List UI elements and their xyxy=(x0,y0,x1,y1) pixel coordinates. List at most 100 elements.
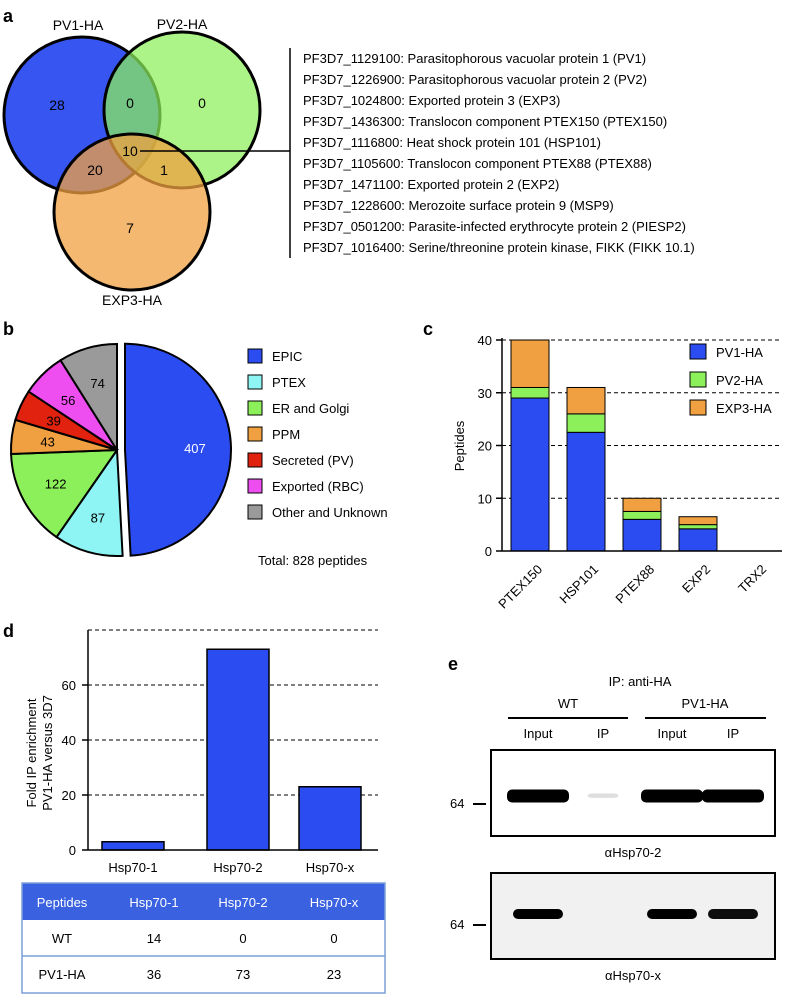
pie-total: Total: 828 peptides xyxy=(258,553,368,568)
peptide-table: Peptides Hsp70-1 Hsp70-2 Hsp70-x WT 14 0… xyxy=(21,882,386,994)
bar-segment-pv2-ha xyxy=(678,524,718,530)
mw-marker: 64 xyxy=(450,917,464,932)
pie-value-label: 56 xyxy=(61,393,75,408)
bars-d xyxy=(101,648,362,851)
pie-value-label: 122 xyxy=(45,477,67,492)
venn-count-pv2-exp3: 1 xyxy=(160,162,168,178)
panel-label-a: a xyxy=(3,6,14,26)
legend-label-pv2: PV2-HA xyxy=(716,373,763,388)
venn-count-pv1-pv2: 0 xyxy=(126,95,134,111)
venn-count-pv1-only: 28 xyxy=(49,97,65,113)
pie-value-label: 407 xyxy=(184,441,206,456)
bar-hsp70-2 xyxy=(206,648,270,851)
venn-diagram: PV1-HA PV2-HA EXP3-HA 28 0 0 10 20 1 7 xyxy=(2,16,262,308)
protein-list-item: PF3D7_1024800: Exported protein 3 (EXP3) xyxy=(303,93,560,108)
blot-band xyxy=(708,909,758,919)
legend-label-other: Other and Unknown xyxy=(272,505,388,520)
table-header-cell: Hsp70-x xyxy=(310,895,359,910)
panel-a: a PV1-HA PV2-HA EXP3-HA 28 0 0 10 20 1 7… xyxy=(2,6,695,308)
panel-label-e: e xyxy=(448,654,458,674)
legend-label-ppm: PPM xyxy=(272,427,300,442)
legend-swatch-exported xyxy=(247,478,263,494)
table-cell: WT xyxy=(52,931,72,946)
y-tick-label: 20 xyxy=(62,788,76,803)
table-cell: 73 xyxy=(236,967,250,982)
table-cell: PV1-HA xyxy=(39,967,86,982)
panel-label-b: b xyxy=(3,319,14,339)
bar-segment-exp3-ha xyxy=(510,339,550,388)
blot-band xyxy=(647,909,697,919)
venn-set-label-exp3: EXP3-HA xyxy=(102,292,163,308)
legend-swatch-pv2 xyxy=(689,371,707,388)
panel-d: d Fold IP enrichment PV1-HA versus 3D7 0… xyxy=(3,621,386,994)
bar-segment-exp3-ha xyxy=(622,497,662,512)
table-cell: 0 xyxy=(330,931,337,946)
panel-label-c: c xyxy=(423,319,433,339)
protein-list-item: PF3D7_1016400: Serine/threonine protein … xyxy=(303,240,695,255)
group-label-pv1: PV1-HA xyxy=(682,696,729,711)
blot-bands xyxy=(513,909,758,919)
table-frame xyxy=(21,882,386,994)
protein-list-item: PF3D7_1105600: Translocon component PTEX… xyxy=(303,156,652,171)
protein-list-item: PF3D7_1471100: Exported protein 2 (EXP2) xyxy=(303,177,559,192)
legend-swatch-ptex xyxy=(247,374,263,390)
table-header-cell: Hsp70-1 xyxy=(129,895,178,910)
group-label-wt: WT xyxy=(558,696,578,711)
blot-band xyxy=(587,793,619,798)
blot-band xyxy=(507,789,569,803)
panel-e: e IP: anti-HA WT PV1-HA Input IP Input I… xyxy=(448,654,776,983)
y-tick-label: 40 xyxy=(478,333,492,348)
y-axis-title-c: Peptides xyxy=(452,420,467,471)
bar-segment-pv1-ha xyxy=(622,518,662,552)
panel-c: c Peptides 0 10 20 30 40 PTEX150 HSP101 PTEX88 E… xyxy=(423,319,782,612)
x-tick-label: Hsp70-2 xyxy=(213,860,262,875)
panel-label-d: d xyxy=(3,621,14,641)
bar-segment-pv2-ha xyxy=(510,386,550,399)
bar-hsp70-1 xyxy=(101,841,165,851)
pie-value-label: 74 xyxy=(90,376,104,391)
x-tick-label: Hsp70-1 xyxy=(108,860,157,875)
blot-band xyxy=(702,789,764,803)
bar-segment-pv1-ha xyxy=(510,397,550,552)
blot-band xyxy=(641,789,703,803)
protein-list-item: PF3D7_1228600: Merozoite surface protein… xyxy=(303,198,614,213)
bar-segment-pv2-ha xyxy=(622,510,662,520)
ip-label: IP: anti-HA xyxy=(609,674,672,689)
blot-antibody-label: αHsp70-2 xyxy=(605,845,662,860)
table-cell: 14 xyxy=(147,931,161,946)
legend-label-secreted: Secreted (PV) xyxy=(272,453,354,468)
x-tick-label: EXP2 xyxy=(679,562,713,596)
bars-c xyxy=(510,339,718,552)
legend-label-exp3: EXP3-HA xyxy=(716,401,772,416)
lane-label: IP xyxy=(597,726,609,741)
western-blot-hsp70-2: 64 αHsp70-2 xyxy=(450,749,776,860)
legend-swatch-other xyxy=(247,504,263,520)
bar-segment-pv1-ha xyxy=(678,528,718,552)
legend-swatch-ppm xyxy=(247,426,263,442)
table-cell: 36 xyxy=(147,967,161,982)
pie-slice-other-and-unknown xyxy=(59,342,118,454)
y-tick-label: 60 xyxy=(62,678,76,693)
protein-list-item: PF3D7_1129100: Parasitophorous vacuolar … xyxy=(303,51,646,66)
table-header-bg xyxy=(22,883,385,920)
lane-label: IP xyxy=(727,726,739,741)
x-tick-label: PTEX88 xyxy=(612,562,657,607)
legend-swatch-pv1 xyxy=(689,343,707,360)
venn-set-label-pv2: PV2-HA xyxy=(157,16,208,32)
table-cell: 23 xyxy=(327,967,341,982)
table-header-cell: Hsp70-2 xyxy=(218,895,267,910)
x-tick-label: TRX2 xyxy=(735,562,769,596)
legend-swatch-secreted xyxy=(247,452,263,468)
x-tick-label: Hsp70-x xyxy=(306,860,355,875)
legend-swatch-exp3 xyxy=(689,399,707,416)
legend-label-er-golgi: ER and Golgi xyxy=(272,401,349,416)
lane-label: Input xyxy=(524,726,553,741)
pie-slice-er-and-golgi xyxy=(10,448,119,539)
protein-list-item: PF3D7_1226900: Parasitophorous vacuolar … xyxy=(303,72,647,87)
axes-d: 0 20 40 60 Hsp70-1 Hsp70-2 Hsp70-x xyxy=(62,630,378,875)
bar-segment-pv1-ha xyxy=(566,431,606,552)
lane-label: Input xyxy=(658,726,687,741)
legend-swatch-epic xyxy=(247,348,263,364)
bar-hsp70-x xyxy=(298,786,362,851)
